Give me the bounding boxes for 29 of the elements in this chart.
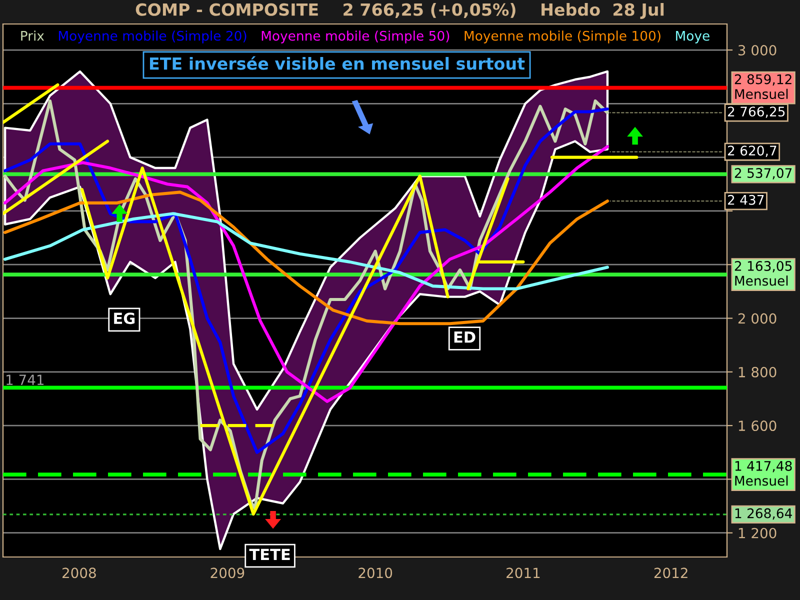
ref-line-label: 2 537,07 [734,168,792,180]
text: Moyenne mobile (Simple 50) [262,30,450,44]
y-tick-label: 1 800 [738,366,776,378]
y-tick-label: 3 000 [738,44,776,56]
annotation: TETE [249,548,290,560]
ref-line-label: 1 417,48 Mensuel [735,460,792,486]
annotation: EG [114,312,135,324]
ref-line-label: 1 268,64 [735,508,792,520]
y-tick-label: 2 000 [738,313,776,324]
annotation: 1 741 [6,374,44,385]
x-tick-label: 2011 [506,568,540,578]
annotation: 2 766,25 [728,106,785,118]
annotation: 2 437 [728,194,764,205]
annotation: ED [454,332,476,343]
x-tick-label: 2010 [358,568,392,578]
y-tick-label: 1 200 [738,528,776,538]
ref-line-label: 2 163,05 Mensuel [734,260,792,286]
x-tick-label: 2009 [210,568,244,578]
ref-line-label: 2 859,12 Mensuel [734,74,792,100]
chart-title: COMP - COMPOSITE 2 766,25 (+0,05%) Hebdo 28 Jul [136,3,664,19]
annotation: ETE inversée visible en mensuel surtout [150,56,525,70]
annotation: 2 620,7 [728,146,776,157]
text: Moyenne mobile (Simple 100) [464,30,660,44]
y-tick-label: 1 600 [738,420,776,432]
text: Moyenne mobile (Simple 20) [58,30,246,44]
x-tick-label: 2012 [654,568,688,578]
text: Prix [21,30,44,41]
x-tick-label: 2008 [62,568,96,578]
text: Moye [676,31,710,44]
